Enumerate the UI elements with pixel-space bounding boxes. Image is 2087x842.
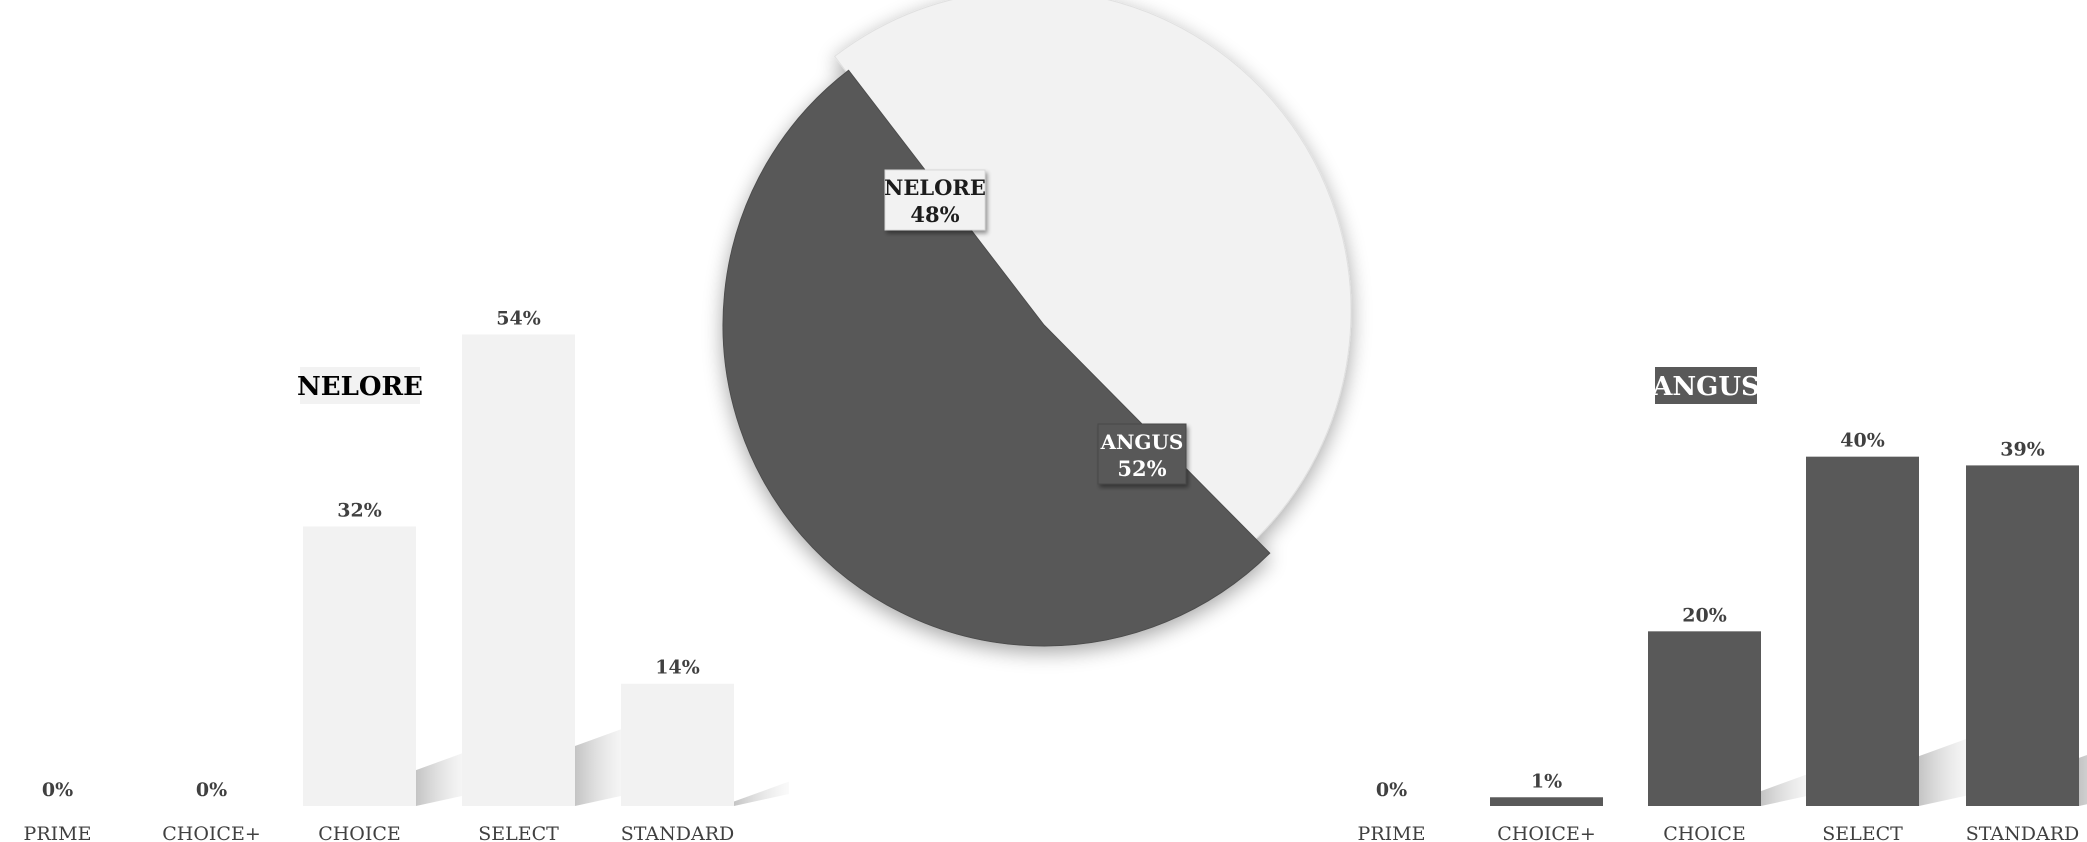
nelore-chart-title: NELORE: [297, 372, 423, 402]
nelore-tick-label-choice: CHOICE: [318, 823, 401, 842]
angus-title-box: [1655, 367, 1757, 404]
pie-label-nelore-value: 48%: [910, 202, 959, 227]
angus-chart-title: ANGUS: [1651, 372, 1760, 402]
angus-tick-label-prime: PRIME: [1358, 823, 1426, 842]
angus-data-label-select: 40%: [1840, 430, 1885, 452]
nelore-bar-standard: [621, 683, 734, 806]
pie-label-angus-name: ANGUS: [1100, 430, 1184, 454]
nelore-data-label-choice-plus: 0%: [196, 779, 227, 801]
nelore-tick-label-prime: PRIME: [24, 823, 92, 842]
nelore-bar-shadow-choice: [416, 750, 471, 806]
nelore-data-label-select: 54%: [496, 307, 541, 329]
angus-bar-shadow-select: [1919, 736, 1974, 806]
angus-bar-shadow-choice: [1761, 771, 1816, 806]
pie-slice-angus: [722, 69, 1271, 647]
nelore-bar-chart: NELORE 0% PRIME 0% CHOICE+ 32% CHOICE 54% SELEC…: [24, 307, 789, 842]
pie-slice-nelore: [833, 0, 1352, 540]
angus-data-label-standard: 39%: [2000, 438, 2045, 460]
nelore-bar-select: [462, 334, 575, 806]
angus-tick-label-choice-plus: CHOICE+: [1497, 823, 1596, 842]
pie-chart: NELORE 48% ANGUS 52%: [722, 0, 1352, 647]
angus-bar-choice: [1648, 631, 1761, 806]
angus-bar-chart: ANGUS 0% PRIME 1% CHOICE+ 20% CHOICE 40% SELECT…: [1358, 367, 2087, 842]
angus-bar-shadow-standard: [2079, 754, 2087, 806]
nelore-data-label-prime: 0%: [42, 779, 73, 801]
nelore-tick-label-select: SELECT: [478, 823, 559, 842]
pie-label-angus-value: 52%: [1117, 456, 1166, 481]
angus-bar-choice-plus: [1490, 797, 1603, 806]
nelore-bar-choice: [303, 526, 416, 806]
pie-slices: [722, 0, 1352, 647]
nelore-bar-shadow-standard: [734, 781, 789, 806]
pie-label-nelore: NELORE 48%: [884, 169, 986, 231]
angus-bars: 0% PRIME 1% CHOICE+ 20% CHOICE 40% SELECT 39% STA…: [1358, 430, 2087, 842]
nelore-bars: 0% PRIME 0% CHOICE+ 32% CHOICE 54% SELECT 14% STA…: [24, 307, 789, 842]
angus-tick-label-select: SELECT: [1822, 823, 1903, 842]
nelore-bar-shadow-select: [575, 726, 630, 806]
angus-tick-label-standard: STANDARD: [1966, 823, 2080, 842]
angus-data-label-choice-plus: 1%: [1531, 770, 1562, 792]
nelore-data-label-choice: 32%: [337, 500, 382, 522]
angus-bar-standard: [1966, 465, 2079, 806]
angus-tick-label-choice: CHOICE: [1663, 823, 1746, 842]
nelore-data-label-standard: 14%: [655, 657, 700, 679]
pie-label-nelore-name: NELORE: [884, 175, 986, 200]
pie-label-angus: ANGUS 52%: [1097, 423, 1187, 485]
angus-data-label-choice: 20%: [1682, 604, 1727, 626]
nelore-tick-label-choice-plus: CHOICE+: [162, 823, 261, 842]
nelore-tick-label-standard: STANDARD: [621, 823, 735, 842]
angus-data-label-prime: 0%: [1376, 779, 1407, 801]
nelore-title-box: [300, 367, 420, 404]
angus-bar-select: [1806, 456, 1919, 806]
